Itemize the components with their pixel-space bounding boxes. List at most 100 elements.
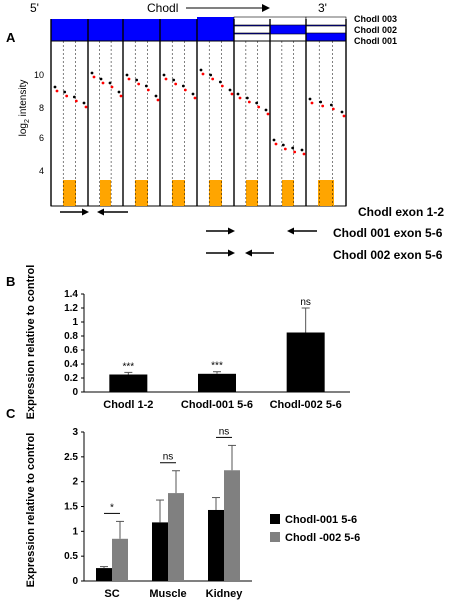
panel-c-category-label-1: Muscle [149,588,186,600]
probe-dot-black-4-2 [218,80,222,84]
probe-dot-black-6-2 [291,146,295,150]
primer-label-001-exon-5-6: Chodl 001 exon 5-6 [333,226,443,240]
probe-dot-black-6-1 [281,143,285,147]
five-prime-label: 5' [30,1,39,15]
probe-dot-black-0-0 [53,85,57,89]
probe-dot-black-7-3 [340,110,344,114]
primer-arrowhead-exon2-rev [97,208,104,216]
exon-box-3 [135,180,148,206]
probe-dot-red-0-1 [65,94,69,98]
panel-c-bar-0-1 [112,538,128,581]
panel-b-bar-1 [198,373,236,392]
probe-dot-black-3-3 [191,92,195,96]
exon-box-1 [63,180,76,206]
panel-c-ytick-label-4: 2 [72,477,78,488]
probe-dot-black-4-0 [199,68,203,72]
primer-arrowhead-002-rev [245,249,252,257]
panel-b-ytick-label-2: 0.4 [64,359,78,370]
panel-c-category-label-2: Kidney [206,588,244,600]
probe-dot-red-5-0 [238,96,242,100]
panel-b-category-label-0: Chodl 1-2 [103,399,153,411]
probe-dot-red-4-1 [211,77,215,81]
panel-a-label: A [6,30,16,45]
exon-box-5 [209,180,222,206]
probe-dot-black-0-2 [72,95,76,99]
legend-label-chodl-001: Chodl-001 5-6 [285,514,357,526]
panel-b-ytick-label-7: 1.4 [64,289,78,300]
probe-dot-red-1-3 [119,94,123,98]
probe-dot-black-6-3 [300,148,304,152]
panel-c-bar-2-0 [208,509,224,581]
panel-a-ytick-10: 10 [34,70,44,80]
panel-c-legend: Chodl-001 5-6 Chodl -002 5-6 [270,514,360,544]
probe-dot-black-5-2 [255,101,259,105]
panel-c-ytick-label-2: 1 [72,526,78,537]
panel-b-ytick-label-5: 1 [72,317,78,328]
exon-box-8 [318,180,334,206]
probe-dot-red-2-3 [156,98,160,102]
panel-a: A 5' Chodl 3' Chodl 003 Chodl 002 Chodl … [6,1,444,262]
panel-c-ytick-label-0: 0 [72,576,78,587]
transcript-002-gap-1 [233,25,271,34]
probe-dot-red-1-0 [92,75,96,79]
probe-dot-red-7-2 [331,107,335,111]
transcript-003-exon [197,17,267,25]
probe-dot-black-7-1 [319,100,323,104]
panel-c-category-label-0: SC [104,588,119,600]
panel-a-ytick-8: 8 [39,103,44,113]
panel-b-ytick-label-1: 0.2 [64,373,78,384]
primer-arrowhead-exon1-fwd [82,208,89,216]
legend-swatch-chodl-001 [270,514,280,524]
exon-box-6 [246,180,258,206]
panel-b-significance-1: *** [211,361,223,372]
probe-dot-red-7-1 [321,104,325,108]
panel-c-significance-0: * [110,502,114,513]
probe-dot-black-6-0 [272,138,276,142]
panel-b-bar-2 [286,332,325,392]
legend-label-chodl-002: Chodl -002 5-6 [285,532,360,544]
probe-dot-black-0-3 [82,101,86,105]
exon-map [50,16,347,207]
panel-c-bar-0-0 [96,568,112,581]
probe-dot-black-5-1 [245,96,249,100]
probe-dot-black-1-0 [90,71,94,75]
probe-dot-black-5-3 [264,108,268,112]
probe-dot-red-5-3 [266,112,270,116]
probe-dot-red-7-3 [342,114,346,118]
probe-dot-red-6-1 [283,147,287,151]
panel-b-ylabel: Expression relative to control [25,265,37,420]
panel-a-ylabel: log2 intensity [18,80,31,137]
probe-dot-red-6-0 [274,142,278,146]
probe-dot-red-3-0 [164,77,168,81]
panel-c-plot: 0 0.5 1 1.5 2 2.5 3 * SC ns Muscle ns Kidney [64,426,252,600]
exon-box-4 [172,180,185,206]
panel-c-significance-1: ns [163,452,174,463]
panel-c-bar-1-1 [168,493,184,581]
panel-c-ytick-label-5: 2.5 [64,452,78,463]
primer-arrowhead-001-rev [287,227,294,235]
panel-b-significance-2: ns [300,297,311,308]
probe-dot-red-0-3 [84,105,88,109]
probe-dot-red-4-2 [220,84,224,88]
probe-dot-red-2-2 [146,88,150,92]
panel-b: B Expression relative to control 0 0.2 0.4… [6,265,350,420]
probe-plot-frame [50,40,347,207]
three-prime-label: 3' [318,1,327,15]
probe-dot-black-1-1 [99,77,103,81]
probe-dot-black-4-1 [209,73,213,77]
panel-c-ytick-label-6: 3 [72,427,78,438]
probe-dot-red-2-1 [137,82,141,86]
probe-dot-red-3-3 [193,96,197,100]
legend-swatch-chodl-002 [270,532,280,542]
probe-dot-black-3-0 [162,73,166,77]
panel-c-significance-2: ns [219,426,230,437]
probe-dot-red-7-0 [310,101,314,105]
panel-c: C Expression relative to control 0 0.5 1 1.… [6,406,360,600]
primer-arrowhead-002-fwd [228,249,235,257]
panel-a-ytick-6: 6 [39,133,44,143]
probe-dot-black-2-1 [135,78,139,82]
probe-dot-red-2-0 [127,77,131,81]
panel-c-ylabel: Expression relative to control [25,433,37,588]
probe-dot-red-3-1 [174,82,178,86]
